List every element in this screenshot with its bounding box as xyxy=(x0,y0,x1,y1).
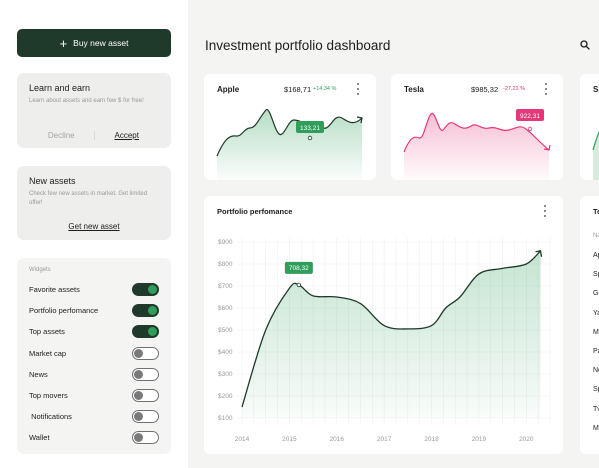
third-stock-card[interactable]: Sp xyxy=(580,74,599,180)
widget-toggle[interactable] xyxy=(132,431,159,445)
new-assets-title: New assets xyxy=(29,176,76,186)
learn-card-description: Learn about assets and earn few $ for fr… xyxy=(29,98,144,104)
top-asset-item[interactable]: Sp xyxy=(593,271,599,279)
top-asset-item[interactable]: Gc xyxy=(593,290,599,298)
sidebar: + Buy new asset Learn and earn Learn abo… xyxy=(0,0,188,468)
apple-sparkline: 133,21 xyxy=(216,109,363,180)
widgets-title: Widgets xyxy=(29,267,51,273)
apple-tooltip: 133,21 xyxy=(300,125,320,132)
widget-label: Top movers xyxy=(29,391,68,401)
widget-toggle[interactable] xyxy=(132,367,159,381)
y-tick-label: $300 xyxy=(218,371,233,378)
x-tick-label: 2020 xyxy=(519,436,534,443)
y-tick-label: $100 xyxy=(218,415,233,422)
x-tick-label: 2016 xyxy=(330,436,345,443)
buy-new-asset-button[interactable]: + Buy new asset xyxy=(17,29,171,57)
third-sparkline xyxy=(592,130,599,180)
stock-change: -27,21 % xyxy=(503,86,526,92)
top-asset-item[interactable]: Ne xyxy=(593,367,599,375)
tesla-stock-card[interactable]: Tesla $985,32 -27,21 % 922,31 xyxy=(391,74,563,180)
tesla-sparkline: 922,31 xyxy=(403,109,551,180)
widget-label: News xyxy=(29,369,48,379)
stock-price: $985,32 xyxy=(471,85,499,94)
apple-stock-card[interactable]: Apple $168,71 +14,34 % 133,21 xyxy=(204,74,376,180)
get-new-asset-link[interactable]: Get new asset xyxy=(68,222,120,231)
widget-row: Top movers xyxy=(29,385,159,406)
widget-toggle[interactable] xyxy=(132,410,159,424)
tesla-tooltip: 922,31 xyxy=(520,113,540,120)
x-tick-label: 2019 xyxy=(472,436,487,443)
stock-change: +14,34 % xyxy=(313,86,337,92)
top-assets-card: To Na Ap Sp Gc Ya Mi Pa Ne Sp Tv Mi xyxy=(580,196,599,454)
y-tick-label: $900 xyxy=(218,239,233,246)
widgets-panel: Widgets Favorite assets Portfolio perfoma… xyxy=(17,258,171,454)
search-icon[interactable] xyxy=(580,40,590,50)
top-asset-item[interactable]: Ya xyxy=(593,309,599,317)
widget-toggle[interactable] xyxy=(132,325,159,339)
portfolio-performance-card: Portfolio perfomance $900 $800 $700 $600 $50… xyxy=(204,196,563,454)
top-asset-item[interactable]: Sp xyxy=(593,386,599,394)
widget-row: News xyxy=(29,364,159,385)
accept-button[interactable]: Accept xyxy=(114,131,139,140)
widget-label: Top assets xyxy=(29,327,65,337)
y-tick-label: $800 xyxy=(218,261,233,268)
top-asset-item[interactable]: Mi xyxy=(593,328,599,336)
plus-icon: + xyxy=(59,35,68,51)
new-assets-description: Check few new assets in market. Get limi… xyxy=(29,191,148,206)
more-options-icon[interactable] xyxy=(543,205,547,217)
performance-line xyxy=(241,250,541,408)
top-asset-item[interactable]: Pa xyxy=(593,348,599,355)
top-asset-item[interactable]: Tv xyxy=(593,405,599,413)
decline-button[interactable]: Decline xyxy=(29,131,95,140)
stock-name: Tesla xyxy=(404,85,424,94)
widget-toggle[interactable] xyxy=(132,304,159,318)
widget-label: Portfolio perfomance xyxy=(29,306,99,316)
learn-card-title: Learn and earn xyxy=(29,83,91,93)
x-tick-label: 2018 xyxy=(424,436,439,443)
top-assets-header: Na xyxy=(593,233,599,239)
widget-row: Wallet xyxy=(29,427,159,448)
page-title: Investment portfolio dashboard xyxy=(205,38,391,53)
stock-name: Sp xyxy=(593,85,599,94)
widget-row: Portfolio perfomance xyxy=(29,300,159,321)
widget-toggle[interactable] xyxy=(132,346,159,360)
widget-toggle[interactable] xyxy=(132,283,159,297)
tooltip-bubble xyxy=(284,261,313,274)
more-options-icon[interactable] xyxy=(356,83,360,95)
y-tick-label: $200 xyxy=(218,393,233,400)
widget-label: Market cap xyxy=(29,348,67,358)
widget-row: Favorite assets xyxy=(29,279,159,300)
arrow-icon xyxy=(356,116,363,124)
x-tick-label: 2015 xyxy=(282,436,297,443)
new-assets-card: New assets Check few new assets in marke… xyxy=(17,166,171,240)
performance-area xyxy=(242,250,541,418)
y-tick-label: $400 xyxy=(218,349,233,356)
top-asset-item[interactable]: Ap xyxy=(593,252,599,259)
x-tick-label: 2017 xyxy=(377,436,392,443)
y-tick-label: $500 xyxy=(218,327,233,334)
widget-row: Market cap xyxy=(29,343,159,364)
y-tick-label: $700 xyxy=(218,283,233,290)
widget-row: Top assets xyxy=(29,321,159,342)
widget-label: Favorite assets xyxy=(29,285,80,295)
performance-chart: $900 $800 $700 $600 $500 $400 $300 $200 $100 2014… xyxy=(218,238,551,443)
performance-title: Portfolio perfomance xyxy=(217,207,293,216)
widget-row: Notifications xyxy=(29,406,159,427)
learn-and-earn-card: Learn and earn Learn about assets and ea… xyxy=(17,73,171,148)
stock-name: Apple xyxy=(217,85,240,94)
top-asset-item[interactable]: Mi xyxy=(593,424,599,432)
arrow-icon xyxy=(543,144,551,151)
arrow-icon xyxy=(535,250,543,257)
more-options-icon[interactable] xyxy=(544,83,548,95)
y-tick-label: $600 xyxy=(218,305,233,312)
tooltip-point xyxy=(296,282,302,288)
widget-label: Notifications xyxy=(29,412,72,422)
widget-toggle[interactable] xyxy=(132,389,159,403)
top-assets-title: To xyxy=(593,207,599,216)
performance-tooltip: 708,32 xyxy=(289,265,309,272)
stock-price: $168,71 xyxy=(284,85,312,94)
x-tick-label: 2014 xyxy=(235,436,250,443)
widget-label: Wallet xyxy=(29,433,50,443)
buy-new-asset-label: Buy new asset xyxy=(73,38,129,48)
